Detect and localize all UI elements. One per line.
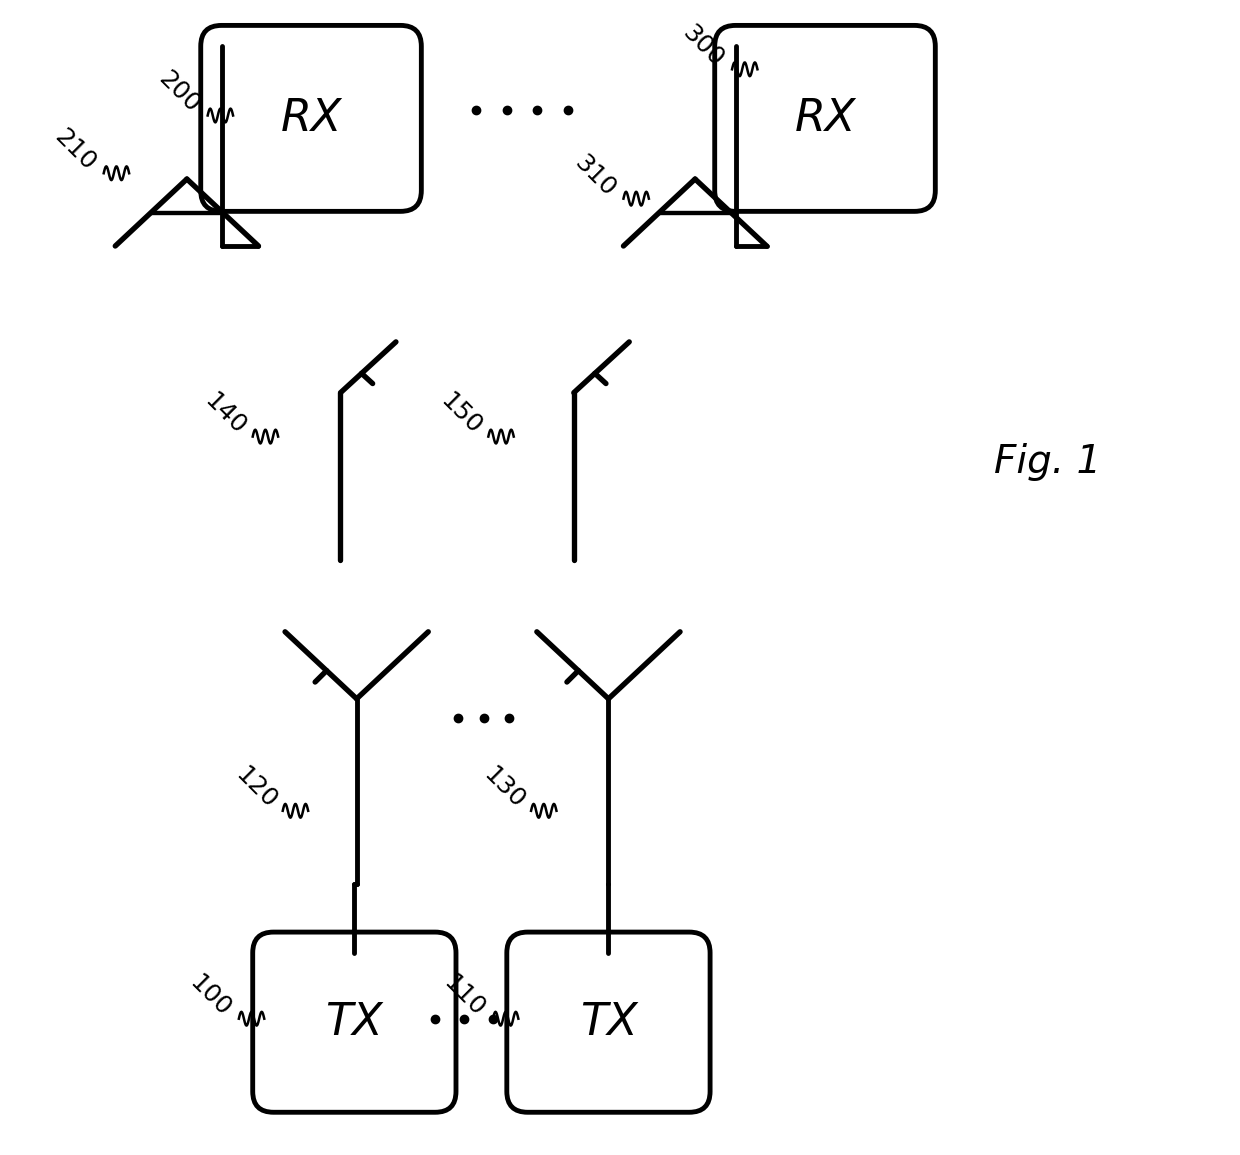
- FancyBboxPatch shape: [201, 25, 422, 211]
- Text: RX: RX: [280, 97, 342, 140]
- Text: TX: TX: [579, 1000, 637, 1044]
- Text: 120: 120: [231, 762, 281, 813]
- Text: Fig. 1: Fig. 1: [993, 444, 1101, 480]
- FancyBboxPatch shape: [253, 932, 456, 1112]
- Text: 300: 300: [678, 21, 728, 72]
- Text: 100: 100: [185, 970, 236, 1021]
- Text: 210: 210: [50, 125, 100, 176]
- Text: RX: RX: [795, 97, 856, 140]
- Text: 110: 110: [439, 970, 490, 1021]
- Text: 140: 140: [200, 388, 250, 439]
- FancyBboxPatch shape: [714, 25, 935, 211]
- Text: 200: 200: [154, 67, 205, 118]
- Text: TX: TX: [326, 1000, 383, 1044]
- Text: 310: 310: [569, 150, 620, 201]
- Text: 130: 130: [479, 762, 529, 813]
- FancyBboxPatch shape: [507, 932, 711, 1112]
- Text: 150: 150: [435, 388, 486, 439]
